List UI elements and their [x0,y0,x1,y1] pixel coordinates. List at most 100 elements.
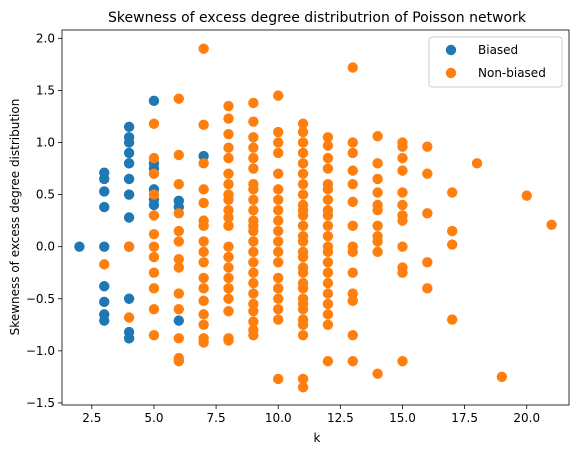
non-biased-point [198,283,209,294]
non-biased-point [198,119,209,130]
non-biased-point [322,152,334,164]
non-biased-point [198,220,209,232]
non-biased-point [297,178,309,190]
non-biased-point [248,306,259,317]
legend-marker-biased [445,44,457,56]
non-biased-point [148,152,160,164]
non-biased-point [248,152,259,164]
non-biased-point [223,142,234,153]
non-biased-point [347,178,358,190]
non-biased-point [173,208,185,219]
non-biased-point [297,319,309,330]
non-biased-point [347,295,358,307]
non-biased-point [223,241,234,252]
non-biased-point [273,184,284,195]
legend: Biased Non-biased [428,36,563,88]
non-biased-point [173,288,185,299]
non-biased-point [347,137,358,148]
non-biased-point [347,62,358,73]
biased-point [148,95,160,107]
non-biased-point [297,137,309,148]
non-biased-point [148,283,160,294]
non-biased-point [297,168,309,179]
non-biased-point [273,283,284,294]
non-biased-point [297,126,309,138]
non-biased-point [297,303,309,315]
non-biased-point [397,356,408,367]
biased-point [123,121,135,133]
non-biased-point [347,165,358,176]
non-biased-point [496,371,508,383]
y-tick-label: 0.5 [36,188,55,202]
non-biased-point [273,90,284,101]
non-biased-point [198,337,209,348]
non-biased-point [347,147,358,159]
biased-point [99,296,110,308]
non-biased-point [273,293,284,304]
non-biased-point [446,225,458,237]
non-biased-point [372,246,383,258]
non-biased-point [297,283,309,294]
non-biased-point [322,163,334,174]
biased-point [148,199,160,211]
non-biased-point [248,330,259,341]
non-biased-point [273,137,284,148]
non-biased-point [248,257,259,268]
biased-point [123,147,135,159]
non-biased-point [223,100,234,112]
non-biased-point [322,184,334,195]
non-biased-point [322,267,334,278]
non-biased-point [148,303,160,315]
non-biased-point [173,333,185,344]
non-biased-point [397,215,408,226]
biased-point [123,158,135,169]
y-tick-label: 1.0 [36,136,55,150]
legend-marker-non-biased [445,67,457,79]
non-biased-point [223,194,234,205]
non-biased-point [198,295,209,307]
non-biased-point [248,97,259,109]
non-biased-point [148,241,160,252]
non-biased-point [273,147,284,159]
non-biased-point [297,236,309,247]
non-biased-point [173,178,185,190]
non-biased-point [248,132,259,143]
non-biased-point [198,257,209,268]
non-biased-point [297,382,309,393]
non-biased-point [322,231,334,242]
non-biased-point [248,205,259,216]
biased-point [198,150,209,162]
non-biased-point [248,142,259,153]
non-biased-point [297,330,309,341]
non-biased-point [422,257,433,268]
non-biased-point [198,197,209,209]
non-biased-point [223,262,234,273]
non-biased-point [173,236,185,247]
non-biased-point [322,298,334,310]
non-biased-point [372,187,383,198]
non-biased-point [297,189,309,200]
non-biased-point [273,126,284,138]
non-biased-point [173,253,185,265]
non-biased-point [198,236,209,247]
non-biased-point [347,246,358,258]
non-biased-point [273,225,284,237]
biased-point [99,173,110,185]
non-biased-point [273,205,284,216]
non-biased-point [297,158,309,169]
non-biased-point [297,267,309,278]
legend-label-non-biased: Non-biased [478,66,546,80]
non-biased-point [322,220,334,232]
non-biased-point [223,306,234,317]
non-biased-point [322,288,334,299]
non-biased-point [248,298,259,310]
non-biased-point [397,199,408,211]
non-biased-point [273,373,284,385]
non-biased-point [173,225,185,237]
non-biased-point [248,225,259,237]
non-biased-point [173,149,185,161]
non-biased-point [347,288,358,299]
non-biased-point [446,239,458,250]
non-biased-point [223,293,234,304]
non-biased-point [123,312,135,323]
